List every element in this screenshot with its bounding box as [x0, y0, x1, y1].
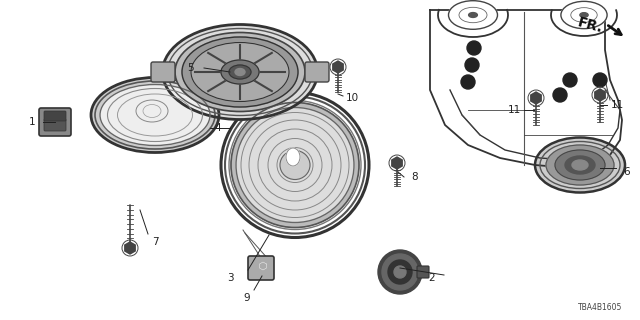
Ellipse shape [565, 156, 595, 174]
Circle shape [461, 75, 475, 89]
Polygon shape [333, 61, 343, 73]
Circle shape [467, 41, 481, 55]
Polygon shape [392, 157, 402, 169]
Ellipse shape [91, 77, 219, 153]
Ellipse shape [231, 102, 359, 228]
Ellipse shape [182, 37, 298, 107]
FancyBboxPatch shape [44, 119, 66, 131]
FancyBboxPatch shape [44, 111, 66, 121]
Ellipse shape [546, 145, 614, 185]
FancyBboxPatch shape [417, 266, 429, 278]
Text: 2: 2 [429, 273, 435, 283]
Circle shape [465, 58, 479, 72]
Text: 1: 1 [29, 117, 35, 127]
Text: 10: 10 [346, 93, 358, 103]
Ellipse shape [163, 25, 317, 119]
Ellipse shape [236, 108, 354, 222]
Ellipse shape [100, 84, 210, 146]
Ellipse shape [572, 160, 588, 170]
FancyBboxPatch shape [305, 62, 329, 82]
FancyBboxPatch shape [248, 256, 274, 280]
Text: 11: 11 [508, 105, 520, 115]
FancyBboxPatch shape [151, 62, 175, 82]
Circle shape [553, 88, 567, 102]
Polygon shape [260, 262, 266, 270]
Polygon shape [430, 10, 622, 168]
Text: 11: 11 [611, 100, 623, 110]
Text: 5: 5 [187, 63, 193, 73]
Polygon shape [125, 242, 135, 254]
Ellipse shape [280, 150, 310, 180]
Text: FR.: FR. [576, 15, 604, 35]
Text: 7: 7 [152, 237, 158, 247]
Polygon shape [595, 89, 605, 101]
Ellipse shape [468, 12, 477, 17]
Text: TBA4B1605: TBA4B1605 [578, 303, 622, 312]
Text: 4: 4 [214, 123, 221, 133]
FancyBboxPatch shape [39, 108, 71, 136]
Polygon shape [531, 92, 541, 104]
Ellipse shape [229, 65, 251, 79]
Circle shape [394, 266, 406, 278]
Ellipse shape [535, 138, 625, 193]
Circle shape [593, 73, 607, 87]
Circle shape [563, 73, 577, 87]
Text: 9: 9 [244, 293, 250, 303]
Circle shape [388, 260, 412, 284]
Ellipse shape [191, 43, 289, 101]
Circle shape [378, 250, 422, 294]
Ellipse shape [221, 60, 259, 84]
Ellipse shape [286, 148, 300, 166]
Ellipse shape [175, 33, 305, 111]
Text: 3: 3 [227, 273, 234, 283]
Ellipse shape [449, 1, 497, 29]
Text: 6: 6 [624, 167, 630, 177]
Ellipse shape [561, 1, 607, 29]
Text: 8: 8 [412, 172, 419, 182]
Ellipse shape [580, 13, 588, 17]
Ellipse shape [235, 68, 245, 76]
Circle shape [382, 254, 418, 290]
Ellipse shape [555, 150, 605, 180]
